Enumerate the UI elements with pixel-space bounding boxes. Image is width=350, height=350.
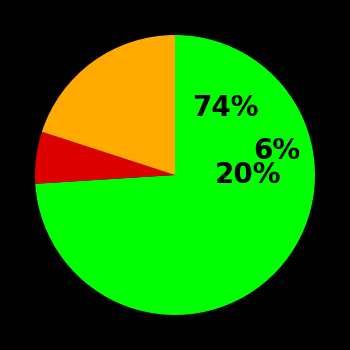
Wedge shape: [35, 132, 175, 184]
Text: 74%: 74%: [192, 94, 259, 122]
Wedge shape: [35, 35, 315, 315]
Text: 20%: 20%: [215, 161, 281, 189]
Wedge shape: [42, 35, 175, 175]
Text: 6%: 6%: [254, 138, 301, 166]
